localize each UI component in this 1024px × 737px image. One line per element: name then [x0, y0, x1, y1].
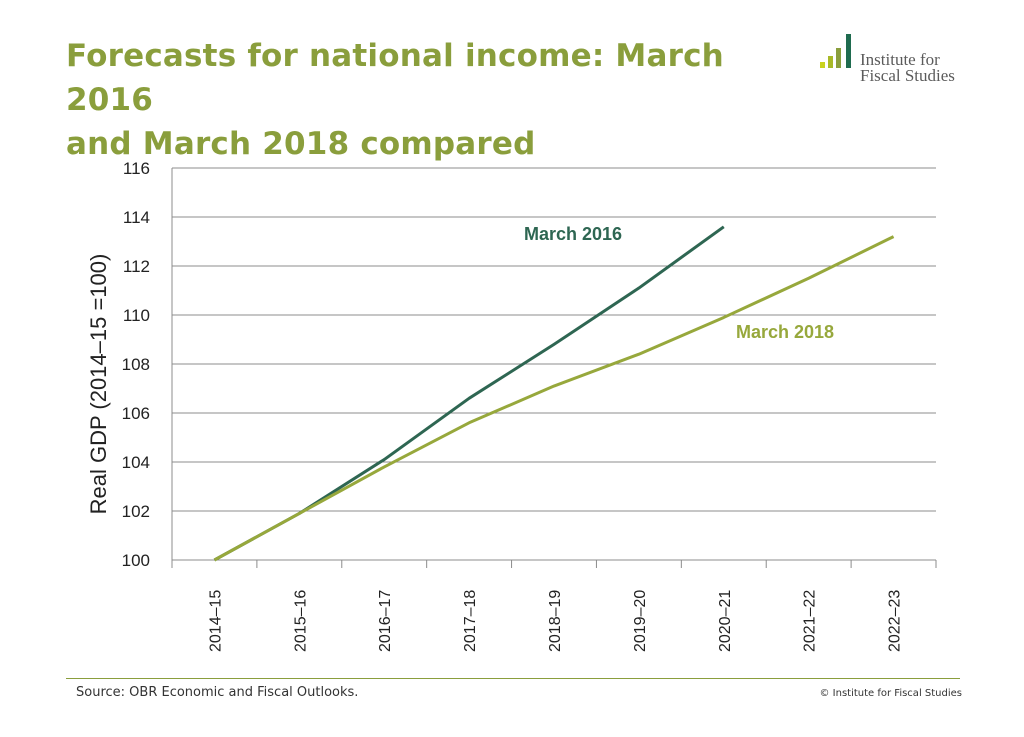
logo-bar-3: [836, 48, 841, 68]
logo-bar-4: [846, 34, 851, 68]
x-tick-label: 2018–19: [547, 590, 564, 652]
y-tick-label: 112: [123, 257, 150, 276]
x-tick-label: 2014–15: [207, 590, 224, 652]
logo-line-2: Fiscal Studies: [860, 66, 955, 85]
series-line-1: [213, 225, 725, 562]
y-tick-label: 116: [123, 159, 150, 178]
x-tick-label: 2021–22: [802, 590, 819, 652]
series-label-march-2016: March 2016: [524, 224, 622, 244]
logo-bars-icon: [820, 34, 851, 68]
x-tick-label: 2015–16: [292, 590, 309, 652]
title-line-2: and March 2018 compared: [66, 126, 536, 162]
y-tick-label: 114: [123, 208, 150, 227]
y-tick-label: 100: [122, 551, 150, 570]
logo-bar-2: [828, 56, 833, 68]
y-tick-label: 108: [122, 355, 150, 374]
ifs-logo: Institute for Fiscal Studies: [818, 34, 978, 94]
source-note: Source: OBR Economic and Fiscal Outlooks…: [76, 685, 359, 700]
x-tick-label: 2022–23: [887, 590, 904, 652]
x-tick-label: 2019–20: [632, 590, 649, 652]
footer-divider: [66, 678, 960, 679]
chart-title: Forecasts for national income: March 201…: [66, 34, 806, 166]
logo-text: Institute for Fiscal Studies: [860, 50, 980, 85]
x-tick-label: 2020–21: [717, 590, 734, 652]
logo-bar-1: [820, 62, 825, 68]
x-tick-label: 2016–17: [377, 590, 394, 652]
title-line-1: Forecasts for national income: March 201…: [66, 38, 724, 118]
y-tick-label: 110: [123, 306, 150, 325]
copyright-note: © Institute for Fiscal Studies: [819, 688, 962, 699]
y-tick-label: 102: [122, 502, 150, 521]
y-tick-label: 104: [122, 453, 150, 472]
y-axis-title: Real GDP (2014–15 =100): [86, 254, 111, 515]
series-label-march-2018: March 2018: [736, 322, 834, 342]
y-tick-label: 106: [122, 404, 150, 423]
x-tick-label: 2017–18: [462, 590, 479, 652]
logo-line-1: Institute for: [860, 50, 940, 69]
